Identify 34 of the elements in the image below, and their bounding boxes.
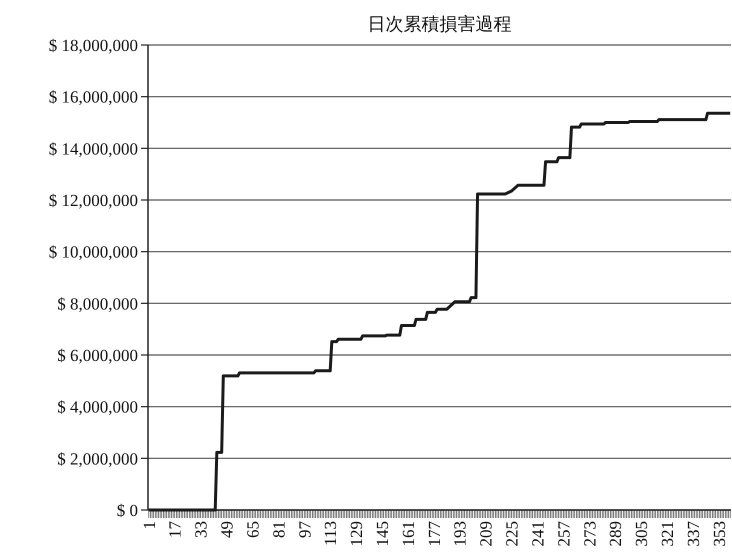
y-tick-label: $ 2,000,000	[57, 449, 138, 468]
x-tick-label: 1	[140, 521, 159, 530]
y-tick-label: $ 18,000,000	[48, 36, 138, 55]
x-tick-label: 177	[424, 520, 444, 546]
x-tick-label: 257	[554, 520, 574, 546]
x-tick-label: 145	[373, 521, 392, 546]
y-tick-label: $ 4,000,000	[57, 398, 138, 417]
y-tick-label: $ 10,000,000	[48, 242, 138, 262]
x-tick-label: 321	[658, 521, 678, 546]
y-tick-label: $ 14,000,000	[48, 139, 138, 158]
x-tick-label: 113	[321, 521, 340, 546]
x-tick-label: 129	[347, 521, 366, 546]
x-tick-label: 161	[398, 521, 418, 546]
x-tick-label: 49	[218, 521, 237, 538]
x-tick-label: 353	[710, 521, 729, 546]
y-tick-label: $ 16,000,000	[48, 88, 138, 107]
x-tick-label: 81	[269, 521, 288, 538]
x-tick-label: 273	[580, 521, 600, 546]
x-tick-label: 33	[192, 521, 211, 538]
chart-title: 日次累積損害過程	[368, 14, 512, 34]
x-tick-label: 193	[450, 521, 470, 546]
x-tick-label: 241	[528, 521, 548, 546]
x-tick-label: 337	[684, 520, 703, 546]
x-tick-label: 289	[606, 521, 626, 546]
x-tick-label: 225	[502, 521, 522, 546]
x-tick-label: 65	[243, 521, 262, 538]
y-tick-label: $ 8,000,000	[57, 294, 138, 314]
x-tick-label: 305	[632, 521, 652, 546]
x-tick-label: 17	[166, 520, 185, 538]
y-tick-label: $ 12,000,000	[48, 191, 138, 210]
y-tick-label: $ 6,000,000	[57, 346, 138, 365]
x-tick-label: 97	[295, 520, 314, 538]
y-tick-label: $ 0	[116, 501, 138, 520]
x-tick-label: 209	[476, 521, 496, 546]
